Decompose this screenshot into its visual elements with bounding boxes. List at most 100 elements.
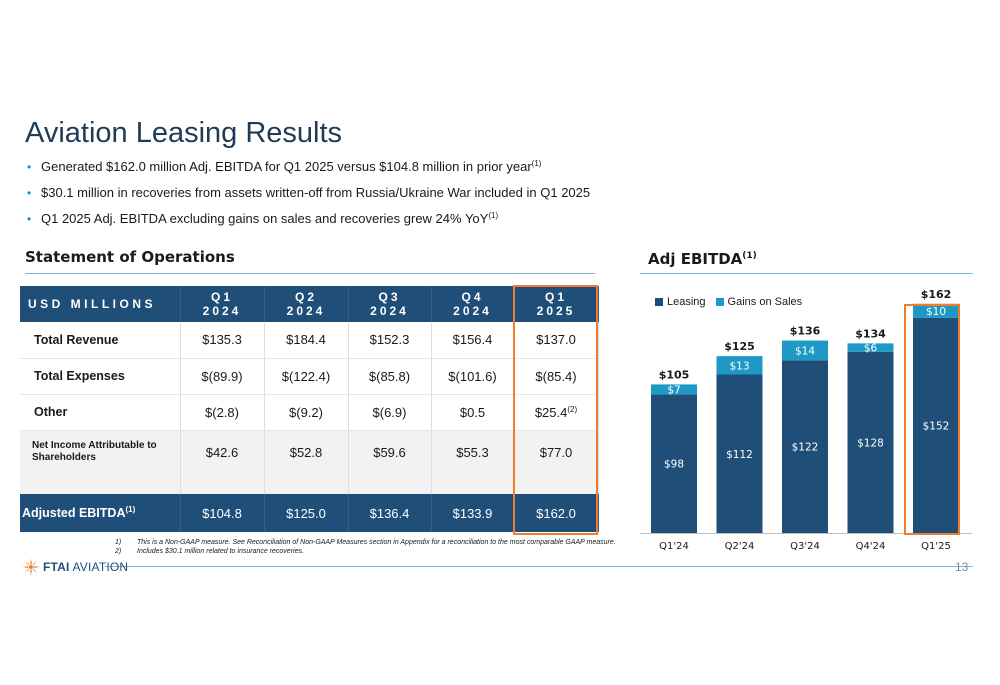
column-header-quarter: Q4 bbox=[461, 290, 484, 304]
legend-item-leasing: Leasing bbox=[655, 296, 706, 308]
usd-millions-header: USD MILLIONS bbox=[20, 286, 181, 322]
company-logo: FTAI AVIATION bbox=[22, 557, 128, 577]
legend-swatch bbox=[655, 298, 663, 306]
legend-label: Gains on Sales bbox=[727, 296, 803, 308]
bullet-text: Generated $162.0 million Adj. EBITDA for… bbox=[41, 159, 532, 174]
column-header-year: 2024 bbox=[370, 304, 409, 318]
row-label: Adjusted EBITDA(1) bbox=[20, 494, 181, 532]
column-header-quarter: Q2 bbox=[294, 290, 317, 304]
bullet-dot-icon: • bbox=[27, 186, 32, 200]
table-row-net-income: Net Income Attributable to Shareholders … bbox=[20, 430, 599, 474]
footnote: 2) Includes $30.1 million related to insu… bbox=[115, 547, 625, 556]
bullet-dot-icon: • bbox=[27, 160, 32, 174]
table-cell: $52.8 bbox=[264, 430, 349, 474]
column-header-quarter: Q3 bbox=[378, 290, 401, 304]
bullet-text: $30.1 million in recoveries from assets … bbox=[41, 185, 591, 200]
column-header-quarter: Q1 bbox=[544, 290, 567, 304]
bullet-item: • $30.1 million in recoveries from asset… bbox=[25, 186, 925, 212]
table-cell: $(122.4) bbox=[264, 358, 349, 395]
data-label-leasing: $98 bbox=[664, 459, 684, 471]
footer-rule bbox=[105, 566, 973, 567]
bullet-footnote-ref: (1) bbox=[488, 211, 499, 220]
table-cell: $59.6 bbox=[348, 430, 432, 474]
table-cell: $25.4(2) bbox=[514, 394, 599, 431]
logo-text-secondary: AVIATION bbox=[69, 560, 129, 574]
table-cell: $136.4 bbox=[348, 494, 432, 532]
bar-gains-on-sales bbox=[913, 303, 959, 318]
footnote-text: Includes $30.1 million related to insura… bbox=[137, 548, 304, 555]
bar-leasing bbox=[782, 360, 828, 533]
table-cell: $104.8 bbox=[180, 494, 265, 532]
data-label-leasing: $122 bbox=[792, 442, 819, 454]
column-header-year: 2024 bbox=[453, 304, 492, 318]
table-cell bbox=[514, 474, 599, 494]
table-cell: $(89.9) bbox=[180, 358, 265, 395]
data-label-total: $125 bbox=[724, 340, 755, 353]
column-header-q3-2024: Q3 2024 bbox=[348, 286, 432, 322]
bar-leasing bbox=[651, 394, 697, 533]
row-label: Total Revenue bbox=[20, 322, 181, 359]
bullet-item: • Q1 2025 Adj. EBITDA excluding gains on… bbox=[25, 212, 925, 238]
table-spacer-row bbox=[20, 474, 599, 494]
bar-leasing bbox=[847, 351, 894, 533]
table-cell: $(85.8) bbox=[348, 358, 432, 395]
column-header-q1-2025: Q1 2025 bbox=[514, 286, 599, 322]
table-cell bbox=[20, 474, 181, 494]
footnote-number: 2) bbox=[115, 548, 122, 555]
chart-title: Adj EBITDA(1) bbox=[648, 250, 757, 268]
bar-leasing bbox=[716, 374, 763, 533]
x-tick-label: Q1'24 bbox=[659, 541, 689, 552]
data-label-gains: $6 bbox=[864, 343, 878, 355]
page-number: 13 bbox=[955, 560, 969, 574]
table-cell: $0.5 bbox=[431, 394, 515, 431]
data-label-total: $162 bbox=[921, 288, 952, 301]
sunburst-logo-icon bbox=[22, 558, 40, 576]
column-header-q2-2024: Q2 2024 bbox=[264, 286, 349, 322]
row-label-footnote-ref: (1) bbox=[125, 505, 136, 514]
x-tick-label: Q1'25 bbox=[921, 541, 951, 552]
footnote: 1) This is a Non-GAAP measure. See Reconc… bbox=[115, 538, 625, 547]
data-label-gains: $7 bbox=[667, 384, 680, 396]
table-cell: $184.4 bbox=[264, 322, 349, 359]
chart-title-footnote-ref: (1) bbox=[742, 251, 757, 261]
cell-value: $25.4 bbox=[534, 404, 568, 420]
table-cell: $156.4 bbox=[431, 322, 515, 359]
data-label-leasing: $112 bbox=[726, 449, 753, 461]
footnotes: 1) This is a Non-GAAP measure. See Reconc… bbox=[115, 538, 625, 556]
chart-title-text: Adj EBITDA bbox=[648, 250, 743, 268]
column-header-year: 2024 bbox=[202, 304, 242, 318]
data-label-total: $134 bbox=[855, 327, 886, 340]
row-label: Net Income Attributable to Shareholders bbox=[20, 430, 181, 474]
table-cell bbox=[180, 474, 265, 494]
bar-leasing bbox=[913, 317, 959, 533]
x-tick-label: Q2'24 bbox=[725, 541, 755, 552]
table-row-total-expenses: Total Expenses $(89.9) $(122.4) $(85.8) … bbox=[20, 358, 599, 395]
statement-title-rule bbox=[25, 273, 595, 274]
footnote-number: 1) bbox=[115, 539, 122, 546]
page-title: Aviation Leasing Results bbox=[25, 117, 343, 149]
table-cell: $42.6 bbox=[180, 430, 265, 474]
logo-text-primary: FTAI bbox=[43, 560, 70, 574]
table-row-total-revenue: Total Revenue $135.3 $184.4 $152.3 $156.… bbox=[20, 322, 599, 359]
legend-swatch bbox=[715, 298, 724, 306]
table-cell: $(6.9) bbox=[348, 394, 432, 431]
data-label-gains: $10 bbox=[926, 306, 946, 318]
bar-gains-on-sales bbox=[716, 356, 763, 375]
table-cell: $135.3 bbox=[180, 322, 265, 359]
row-label: Other bbox=[20, 394, 181, 431]
statement-of-operations-table: USD MILLIONS Q1 2024 Q2 2024 Q3 2024 Q4 2024… bbox=[20, 286, 599, 532]
table-cell: $(101.6) bbox=[431, 358, 515, 395]
table-cell: $(9.2) bbox=[264, 394, 349, 431]
bar-gains-on-sales bbox=[847, 343, 894, 352]
column-header-q4-2024: Q4 2024 bbox=[431, 286, 515, 322]
column-header-q1-2024: Q1 2024 bbox=[180, 286, 265, 322]
data-label-gains: $14 bbox=[795, 345, 815, 357]
column-header-year: 2025 bbox=[536, 304, 576, 318]
table-row-other: Other $(2.8) $(9.2) $(6.9) $0.5 $25.4(2) bbox=[20, 394, 599, 431]
footnote-text: This is a Non-GAAP measure. See Reconcil… bbox=[137, 539, 616, 546]
data-label-leasing: $128 bbox=[857, 437, 884, 449]
table-cell: $152.3 bbox=[348, 322, 432, 359]
summary-bullets: • Generated $162.0 million Adj. EBITDA f… bbox=[25, 160, 925, 238]
bullet-footnote-ref: (1) bbox=[531, 159, 542, 168]
cell-footnote-ref: (2) bbox=[567, 404, 578, 414]
